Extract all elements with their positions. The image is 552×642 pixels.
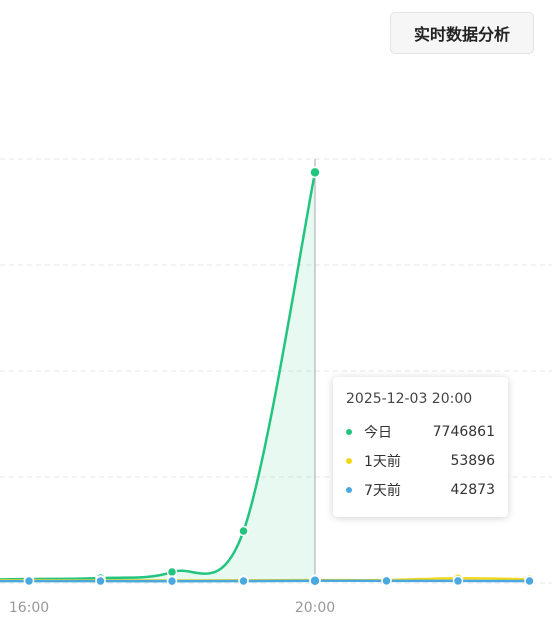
- tooltip-row: 7天前 42873: [346, 475, 495, 504]
- point: [524, 575, 535, 587]
- tooltip-row: 今日 7746861: [346, 417, 495, 446]
- point: [452, 575, 464, 587]
- point: [309, 166, 321, 179]
- x-tick-label: 20:00: [295, 600, 335, 616]
- analysis-button[interactable]: 实时数据分析: [390, 12, 534, 54]
- series-name: 7天前: [364, 482, 401, 499]
- series-name: 1天前: [364, 453, 401, 470]
- point: [238, 525, 249, 537]
- point: [166, 566, 178, 578]
- point: [95, 575, 106, 587]
- tooltip-rows: 今日 7746861 1天前 53896 7天前 42873: [346, 417, 495, 504]
- point: [238, 575, 249, 587]
- series-name: 今日: [364, 424, 392, 441]
- legend-dot: [346, 486, 352, 493]
- point: [381, 575, 392, 587]
- x-tick-label: 16:00: [9, 600, 49, 616]
- legend-dot: [346, 428, 352, 435]
- tooltip-row: 1天前 53896: [346, 446, 495, 475]
- point: [309, 574, 321, 587]
- series-value: 7746861: [432, 423, 495, 440]
- series-value: 42873: [450, 481, 495, 498]
- tooltip: 2025-12-03 20:00 今日 7746861 1天前 53896 7天前 428…: [333, 377, 508, 517]
- point: [23, 575, 35, 587]
- area: [0, 172, 315, 583]
- legend-dot: [346, 457, 352, 464]
- point: [166, 575, 178, 587]
- series-value: 53896: [450, 452, 495, 469]
- tooltip-title: 2025-12-03 20:00: [346, 391, 473, 407]
